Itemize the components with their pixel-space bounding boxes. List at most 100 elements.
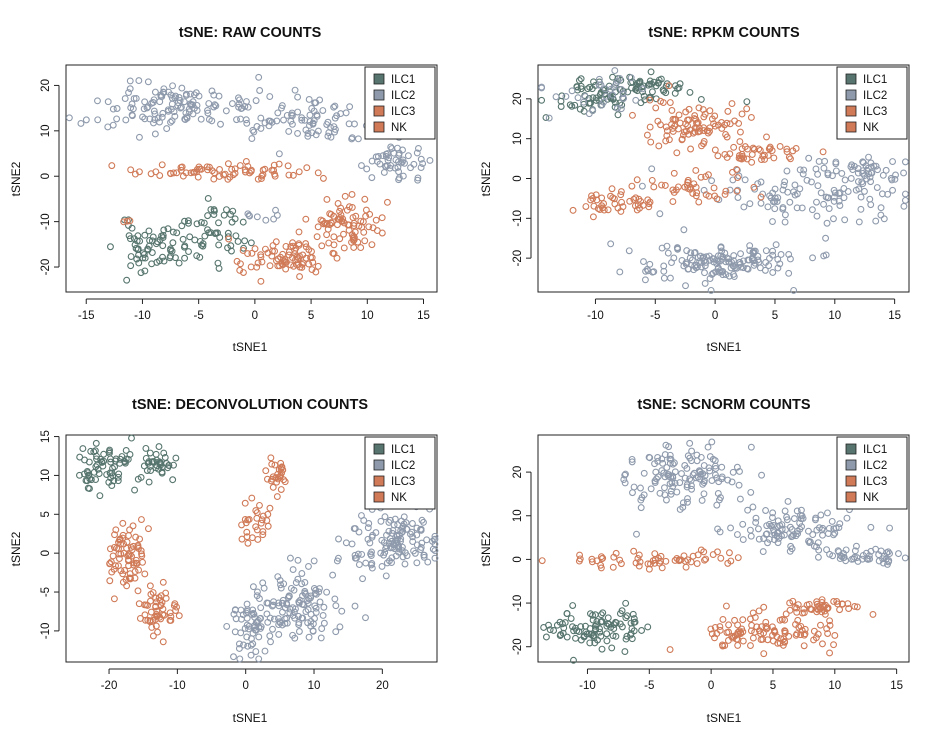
point-ilc3 <box>763 133 770 141</box>
point-ilc2 <box>739 520 747 528</box>
point-ilc1 <box>638 627 646 634</box>
point-ilc2 <box>372 529 380 537</box>
point-ilc1 <box>210 206 218 214</box>
point-ilc2 <box>814 182 822 190</box>
point-nk <box>110 595 118 603</box>
point-ilc2 <box>829 172 836 180</box>
point-ilc1 <box>155 443 163 451</box>
point-ilc2 <box>708 177 716 185</box>
point-ilc1 <box>627 631 634 639</box>
point-nk <box>661 182 669 189</box>
point-ilc2 <box>832 158 840 166</box>
point-nk <box>630 195 638 203</box>
point-ilc1 <box>662 82 670 90</box>
point-ilc1 <box>571 101 579 109</box>
point-ilc2 <box>231 606 239 614</box>
point-ilc3 <box>658 564 666 572</box>
point-ilc2 <box>840 194 848 202</box>
point-ilc2 <box>275 602 283 610</box>
point-ilc1 <box>86 475 94 483</box>
point-ilc2 <box>703 253 710 261</box>
point-ilc2 <box>312 590 320 598</box>
point-ilc2 <box>327 133 335 141</box>
point-ilc1 <box>191 236 199 244</box>
point-ilc2 <box>661 451 669 459</box>
point-ilc1 <box>224 244 232 252</box>
point-ilc2 <box>311 99 319 107</box>
point-ilc2 <box>204 109 212 117</box>
x-tick-label: 5 <box>770 680 776 692</box>
point-ilc2 <box>861 187 868 195</box>
point-ilc3 <box>244 539 252 547</box>
point-ilc3 <box>724 107 732 115</box>
point-nk <box>830 641 838 649</box>
point-ilc1 <box>234 238 242 245</box>
point-ilc2 <box>307 594 315 602</box>
point-ilc2 <box>431 540 439 548</box>
point-ilc1 <box>594 636 601 644</box>
point-ilc3 <box>734 554 742 562</box>
plot-frame <box>65 64 438 293</box>
point-ilc2 <box>797 511 804 519</box>
point-ilc2 <box>726 186 734 194</box>
point-ilc2 <box>781 211 789 219</box>
point-ilc2 <box>836 202 844 209</box>
point-ilc2 <box>676 479 684 487</box>
legend-label: NK <box>391 122 407 134</box>
point-ilc2 <box>182 91 190 99</box>
point-ilc2 <box>790 286 798 294</box>
point-ilc2 <box>237 115 244 123</box>
point-ilc2 <box>744 506 752 514</box>
y-axis-label: tSNE2 <box>9 161 23 196</box>
point-ilc2 <box>400 520 408 528</box>
point-ilc2 <box>294 129 302 137</box>
point-ilc2 <box>406 530 414 538</box>
point-ilc1 <box>587 610 594 618</box>
point-ilc3 <box>736 128 744 136</box>
point-ilc2 <box>316 598 324 606</box>
point-ilc2 <box>647 485 655 493</box>
y-tick-label: -10 <box>512 210 524 227</box>
point-ilc2 <box>882 166 890 174</box>
point-ilc3 <box>693 119 700 127</box>
point-nk <box>309 258 317 266</box>
point-nk <box>354 238 362 246</box>
point-ilc2 <box>627 74 635 82</box>
point-nk <box>276 262 283 270</box>
point-ilc2 <box>877 204 885 212</box>
point-ilc2 <box>273 211 281 219</box>
panel-title: tSNE: RAW COUNTS <box>179 25 322 41</box>
point-ilc2 <box>730 252 738 260</box>
point-ilc2 <box>240 641 247 649</box>
point-ilc2 <box>278 102 286 110</box>
point-nk <box>172 607 180 614</box>
point-ilc3 <box>256 501 263 509</box>
point-ilc2 <box>404 152 412 160</box>
point-ilc3 <box>629 111 636 119</box>
point-nk <box>669 198 677 206</box>
point-ilc1 <box>185 219 192 227</box>
point-nk <box>349 214 357 221</box>
point-ilc2 <box>235 645 243 652</box>
point-nk <box>734 621 742 629</box>
point-ilc2 <box>859 159 867 167</box>
point-ilc2 <box>678 470 685 478</box>
point-ilc3 <box>278 463 286 471</box>
point-ilc2 <box>699 254 707 262</box>
point-nk <box>330 233 338 241</box>
point-ilc1 <box>593 618 601 625</box>
point-ilc3 <box>703 127 711 135</box>
y-tick-label: 20 <box>512 466 524 479</box>
point-ilc2 <box>656 489 664 497</box>
point-ilc1 <box>159 234 167 242</box>
point-ilc1 <box>576 105 584 113</box>
legend-swatch-ilc3 <box>845 475 857 487</box>
point-nk <box>351 228 359 236</box>
point-ilc2 <box>693 263 701 271</box>
point-ilc1 <box>84 469 92 477</box>
point-ilc2 <box>773 198 781 206</box>
point-ilc1 <box>79 445 87 453</box>
point-ilc2 <box>237 629 245 637</box>
point-ilc1 <box>592 96 600 104</box>
point-nk <box>833 597 841 605</box>
